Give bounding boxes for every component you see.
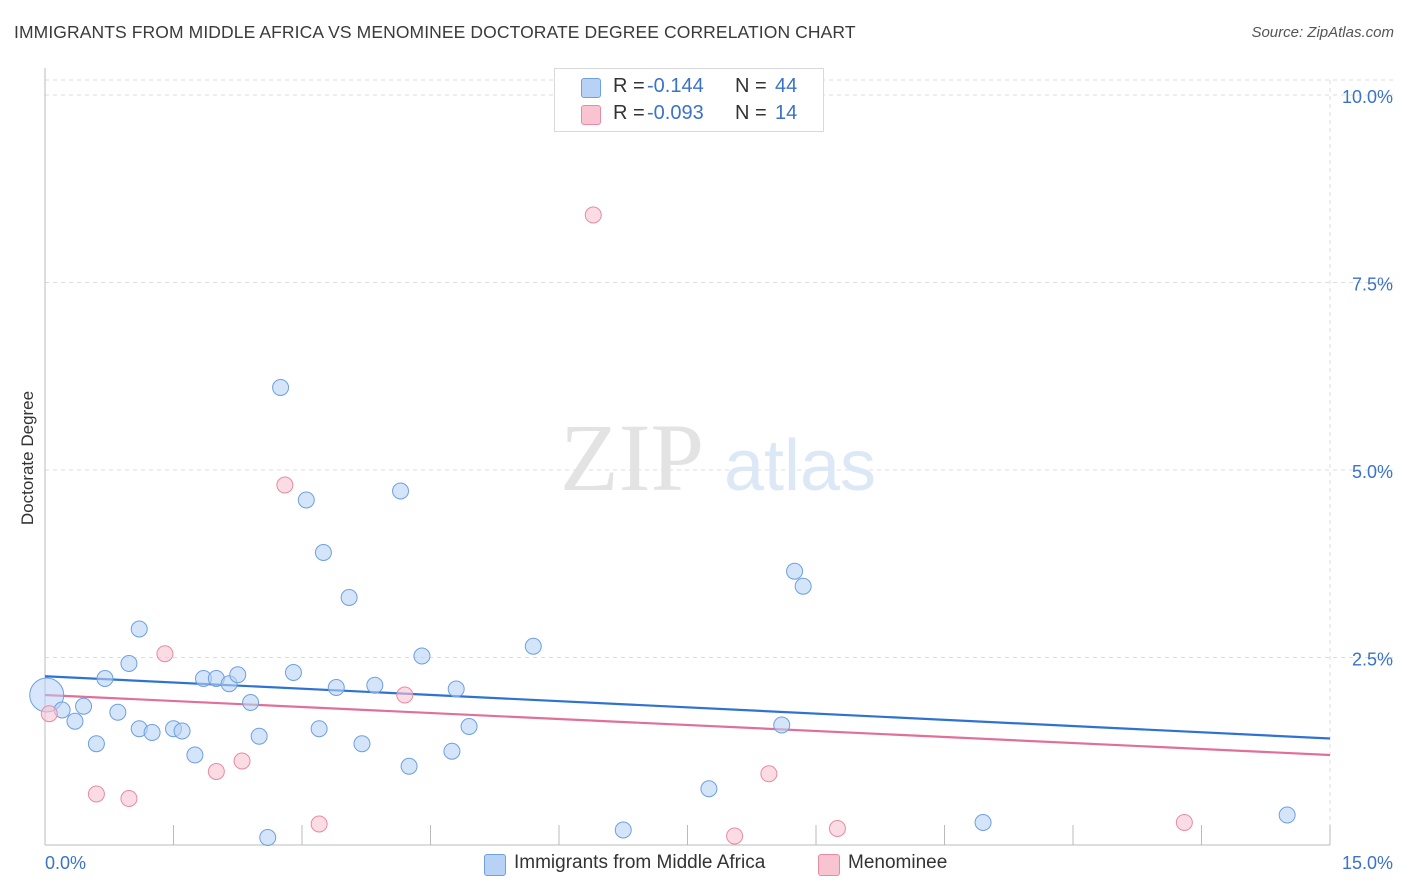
data-point-menominee: [310, 815, 328, 833]
legend-r-value: -0.144: [647, 75, 704, 97]
data-point-immigrants: [229, 666, 247, 684]
x-tick-label: 0.0%: [45, 853, 86, 873]
legend-swatch-blue: [581, 78, 601, 98]
axes: [44, 68, 1331, 846]
data-point-immigrants: [794, 577, 812, 595]
bottom-legend-swatch-blue: [484, 854, 506, 876]
data-point-immigrants: [700, 780, 718, 798]
bottom-legend-swatch-pink: [818, 854, 840, 876]
data-point-immigrants: [392, 482, 410, 500]
data-point-immigrants: [130, 620, 148, 638]
data-point-menominee: [87, 785, 105, 803]
legend-row-menominee: R = -0.093 N = 14: [555, 101, 823, 127]
legend-r-label: R =: [613, 102, 645, 124]
data-points: [29, 206, 1296, 846]
data-point-menominee: [760, 765, 778, 783]
legend-r-label: R =: [613, 75, 645, 97]
data-point-immigrants: [413, 647, 431, 665]
data-point-immigrants: [1278, 806, 1296, 824]
data-point-menominee: [40, 705, 58, 723]
data-point-immigrants: [786, 562, 804, 580]
y-tick-label: 2.5%: [1352, 650, 1393, 670]
trend-line-immigrants: [44, 675, 1331, 740]
data-point-menominee: [233, 752, 251, 770]
data-point-menominee: [396, 686, 414, 704]
data-point-immigrants: [314, 544, 332, 561]
trend-lines: [44, 675, 1331, 757]
y-tick-label: 10.0%: [1342, 87, 1393, 107]
data-point-immigrants: [353, 735, 371, 753]
data-point-immigrants: [310, 720, 328, 738]
legend-n-value: 14: [775, 102, 798, 124]
data-point-immigrants: [109, 703, 127, 721]
data-point-immigrants: [143, 724, 161, 741]
data-point-immigrants: [96, 670, 114, 687]
data-point-immigrants: [614, 821, 632, 839]
data-point-menominee: [828, 820, 846, 837]
data-point-immigrants: [186, 746, 204, 764]
legend-n-label: N =: [735, 102, 767, 124]
legend-swatch-pink: [581, 105, 601, 125]
tick-labels: 2.5% 5.0% 7.5% 10.0% 0.0% 15.0%: [45, 87, 1393, 873]
trend-line-menominee: [44, 693, 1331, 757]
legend-n-value: 44: [775, 75, 798, 97]
data-point-immigrants: [173, 722, 191, 740]
x-tick-label: 15.0%: [1342, 853, 1393, 873]
data-point-immigrants: [284, 664, 302, 681]
data-point-immigrants: [773, 716, 791, 734]
watermark-zip: ZIP: [560, 404, 704, 511]
correlation-legend: R = -0.144 N = 44 R = -0.093 N = 14: [554, 68, 824, 132]
legend-n-label: N =: [735, 75, 767, 97]
data-point-immigrants: [242, 694, 260, 711]
data-point-menominee: [120, 790, 138, 807]
chart-source: Source: ZipAtlas.com: [1251, 24, 1394, 41]
data-point-immigrants: [87, 735, 105, 753]
legend-r-value: -0.093: [647, 102, 704, 124]
data-point-immigrants: [259, 829, 277, 846]
bottom-legend-label: Menominee: [848, 852, 948, 873]
y-tick-label: 7.5%: [1352, 275, 1393, 295]
watermark: ZIP atlas: [560, 404, 876, 511]
data-point-menominee: [156, 645, 174, 663]
data-point-immigrants: [974, 814, 992, 831]
data-point-immigrants: [272, 379, 290, 396]
data-point-menominee: [1175, 814, 1193, 831]
data-point-immigrants: [366, 676, 384, 694]
data-point-menominee: [726, 827, 744, 845]
y-axis-label: Doctorate Degree: [18, 391, 37, 525]
data-point-immigrants: [400, 757, 418, 775]
data-point-immigrants: [327, 679, 345, 696]
data-point-immigrants: [250, 727, 268, 745]
legend-row-immigrants: R = -0.144 N = 44: [555, 74, 823, 100]
data-point-immigrants: [447, 680, 465, 698]
data-point-immigrants: [75, 697, 93, 715]
data-point-menominee: [207, 763, 225, 780]
chart-title: IMMIGRANTS FROM MIDDLE AFRICA VS MENOMIN…: [14, 22, 856, 42]
data-point-immigrants: [120, 655, 138, 672]
data-point-menominee: [584, 206, 602, 224]
data-point-immigrants: [460, 718, 478, 735]
watermark-atlas: atlas: [724, 426, 876, 506]
gridlines: [45, 79, 1395, 845]
data-point-immigrants: [443, 742, 461, 760]
data-point-immigrants: [524, 637, 542, 655]
data-point-immigrants: [340, 589, 358, 606]
data-point-menominee: [276, 476, 294, 494]
y-tick-label: 5.0%: [1352, 462, 1393, 482]
data-point-immigrants: [297, 491, 315, 509]
data-point-immigrants: [66, 712, 84, 730]
bottom-legend-label: Immigrants from Middle Africa: [514, 852, 766, 873]
